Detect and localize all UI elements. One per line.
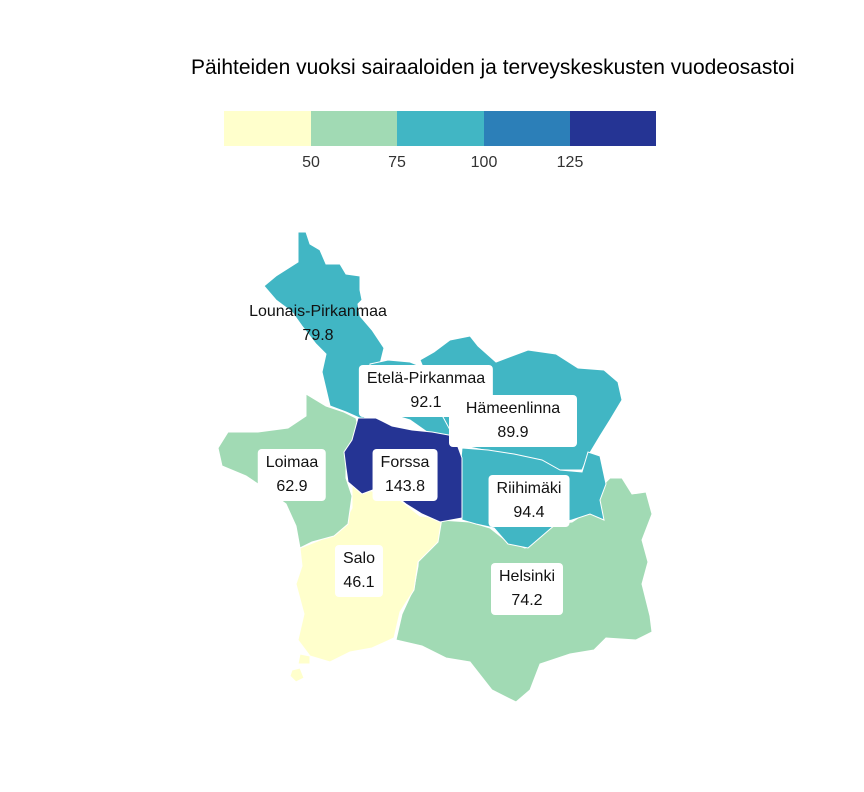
- region-label-value: 46.1: [343, 574, 375, 591]
- region-label-salo: Salo 46.1: [334, 545, 384, 597]
- region-label-riihimaki: Riihimäki 94.4: [488, 475, 570, 527]
- region-label-loimaa: Loimaa 62.9: [257, 449, 327, 501]
- region-label-value: 94.4: [513, 504, 545, 521]
- region-label-value: 89.9: [497, 424, 529, 441]
- region-label-lounais-pirkanmaa: Lounais-Pirkanmaa 79.8: [241, 298, 395, 350]
- region-label-name: Helsinki: [498, 568, 556, 585]
- region-salo-islet-2[interactable]: [289, 667, 305, 683]
- map-title: Päihteiden vuoksi sairaaloiden ja tervey…: [191, 56, 795, 79]
- region-label-value: 143.8: [384, 478, 426, 495]
- region-label-name: Salo: [342, 550, 376, 567]
- region-label-forssa: Forssa 143.8: [372, 449, 438, 501]
- region-label-name: Etelä-Pirkanmaa: [366, 370, 486, 387]
- region-label-name: Hämeenlinna: [465, 400, 561, 417]
- region-label-name: Loimaa: [265, 454, 319, 471]
- region-label-name: Forssa: [380, 454, 430, 471]
- region-label-value: 74.2: [511, 592, 543, 609]
- region-salo-islet-1[interactable]: [297, 653, 311, 665]
- region-label-name: Riihimäki: [496, 480, 562, 497]
- region-label-value: 62.9: [276, 478, 308, 495]
- region-label-value: 92.1: [410, 394, 442, 411]
- region-label-name: Lounais-Pirkanmaa: [249, 303, 387, 320]
- region-label-value: 79.8: [302, 327, 334, 344]
- region-label-hameenlinna: Hämeenlinna 89.9: [449, 395, 577, 447]
- region-label-helsinki: Helsinki 74.2: [490, 563, 564, 615]
